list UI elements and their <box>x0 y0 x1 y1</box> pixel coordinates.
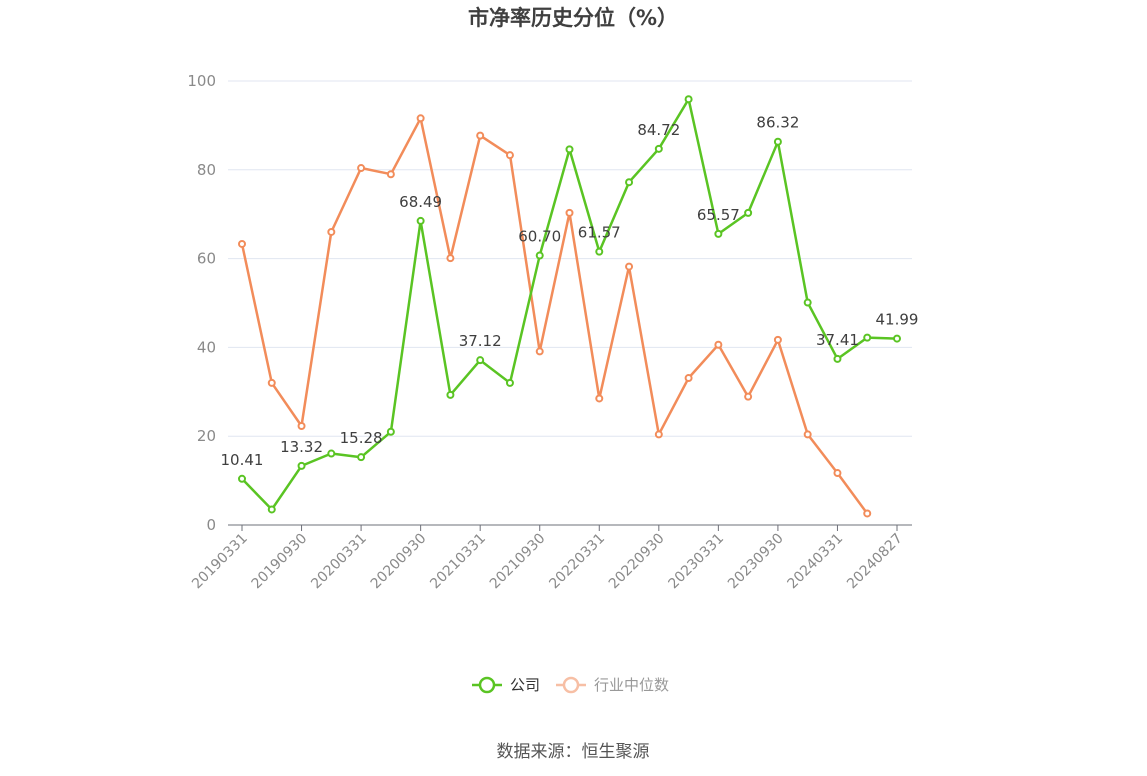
series-industry <box>238 114 872 518</box>
data-point <box>803 430 812 439</box>
x-tick-label: 20190930 <box>249 531 311 593</box>
legend-marker <box>562 676 580 694</box>
data-point <box>744 208 753 217</box>
data-point <box>476 131 485 140</box>
data-point <box>267 378 276 387</box>
data-point <box>357 164 366 173</box>
data-point <box>803 298 812 307</box>
y-tick-label: 60 <box>197 250 216 268</box>
x-tick-label: 20240827 <box>844 531 906 593</box>
y-tick-label: 80 <box>197 161 216 179</box>
data-point <box>357 453 366 462</box>
x-tick-label: 20190331 <box>189 531 251 593</box>
data-point <box>893 334 901 343</box>
data-point <box>327 227 336 236</box>
data-point <box>476 356 485 365</box>
data-point <box>416 216 425 225</box>
data-point <box>833 469 842 478</box>
data-label: 61.57 <box>578 224 621 242</box>
data-point <box>505 378 514 387</box>
series-line <box>240 117 869 515</box>
x-tick-label: 20240331 <box>785 531 847 593</box>
series-line <box>241 97 898 511</box>
data-point <box>625 178 634 187</box>
data-point <box>416 114 425 123</box>
legend[interactable]: 公司 行业中位数 <box>472 676 669 694</box>
data-point <box>714 229 723 238</box>
data-label: 68.49 <box>399 193 442 211</box>
data-point <box>684 374 693 383</box>
data-point <box>654 430 663 439</box>
y-tick-label: 0 <box>206 516 216 534</box>
chart-title: 市净率历史分位（%） <box>468 6 678 30</box>
data-label: 41.99 <box>876 311 919 329</box>
data-point <box>386 170 395 179</box>
data-point <box>238 239 246 248</box>
data-label: 60.70 <box>518 227 561 245</box>
data-label: 65.57 <box>697 206 740 224</box>
data-point <box>833 354 842 363</box>
data-point <box>863 509 872 518</box>
data-point <box>565 145 574 154</box>
data-point <box>773 335 782 344</box>
x-tick-label: 20210930 <box>487 531 549 593</box>
data-point <box>535 251 544 260</box>
data-point <box>654 144 663 153</box>
source-note: 数据来源：恒生聚源 <box>497 742 650 762</box>
data-point <box>595 247 604 256</box>
data-point <box>446 390 455 399</box>
data-label: 84.72 <box>637 121 680 139</box>
data-label: 13.32 <box>280 438 323 456</box>
data-label: 37.41 <box>816 331 859 349</box>
series-company: 10.41 13.32 15.28 68.49 37.12 60.70 61.57 84.72… <box>221 95 919 514</box>
data-point <box>625 262 634 271</box>
x-tick-label: 20220331 <box>546 531 608 593</box>
data-point <box>297 421 306 430</box>
data-point <box>863 333 872 342</box>
data-point <box>565 208 574 217</box>
data-point <box>386 427 395 436</box>
data-point <box>595 394 604 403</box>
legend-item-company[interactable]: 公司 <box>472 676 540 694</box>
x-tick-label: 20220930 <box>606 531 668 593</box>
legend-item-industry[interactable]: 行业中位数 <box>556 676 669 694</box>
x-tick-label: 20200930 <box>368 531 430 593</box>
data-label: 10.41 <box>221 451 264 469</box>
data-point <box>744 392 753 401</box>
data-point <box>238 474 246 483</box>
y-tick-label: 40 <box>197 338 216 356</box>
legend-label: 行业中位数 <box>594 676 669 694</box>
data-point <box>505 151 514 160</box>
data-point <box>684 95 693 104</box>
axes: 2019033120190930202003312020093020210331… <box>189 525 906 592</box>
data-label: 37.12 <box>459 332 502 350</box>
data-point <box>327 449 336 458</box>
data-point <box>297 461 306 470</box>
grid: 0 20 40 60 80 100 <box>187 72 912 534</box>
x-tick-label: 20200331 <box>308 531 370 593</box>
x-tick-label: 20210331 <box>427 531 489 593</box>
legend-label: 公司 <box>510 676 540 694</box>
data-point <box>535 347 544 356</box>
y-tick-label: 100 <box>187 72 216 90</box>
series-layer: 10.41 13.32 15.28 68.49 37.12 60.70 61.57 84.72… <box>221 95 919 518</box>
x-tick-label: 20230331 <box>665 531 727 593</box>
data-point <box>267 505 276 514</box>
data-label: 86.32 <box>756 114 799 132</box>
legend-marker <box>478 676 496 694</box>
y-tick-label: 20 <box>197 427 216 445</box>
data-point <box>773 137 782 146</box>
data-label: 15.28 <box>340 429 383 447</box>
x-tick-label: 20230930 <box>725 531 787 593</box>
data-point <box>714 340 723 349</box>
data-point <box>446 254 455 263</box>
